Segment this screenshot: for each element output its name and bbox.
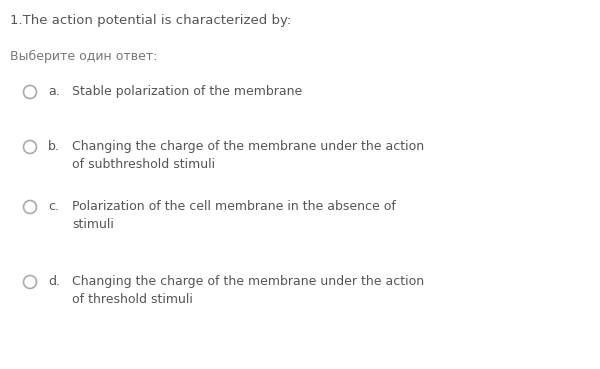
Text: stimuli: stimuli [72,218,114,231]
Text: 1.The action potential is characterized by:: 1.The action potential is characterized … [10,14,291,27]
Text: Stable polarization of the membrane: Stable polarization of the membrane [72,85,302,98]
Text: Changing the charge of the membrane under the action: Changing the charge of the membrane unde… [72,140,424,153]
Text: Выберите один ответ:: Выберите один ответ: [10,50,157,63]
Text: d.: d. [48,275,60,288]
Text: of threshold stimuli: of threshold stimuli [72,293,193,306]
Text: Changing the charge of the membrane under the action: Changing the charge of the membrane unde… [72,275,424,288]
Text: c.: c. [48,200,59,213]
Text: a.: a. [48,85,60,98]
Text: b.: b. [48,140,60,153]
Text: of subthreshold stimuli: of subthreshold stimuli [72,158,215,171]
Text: Polarization of the cell membrane in the absence of: Polarization of the cell membrane in the… [72,200,396,213]
